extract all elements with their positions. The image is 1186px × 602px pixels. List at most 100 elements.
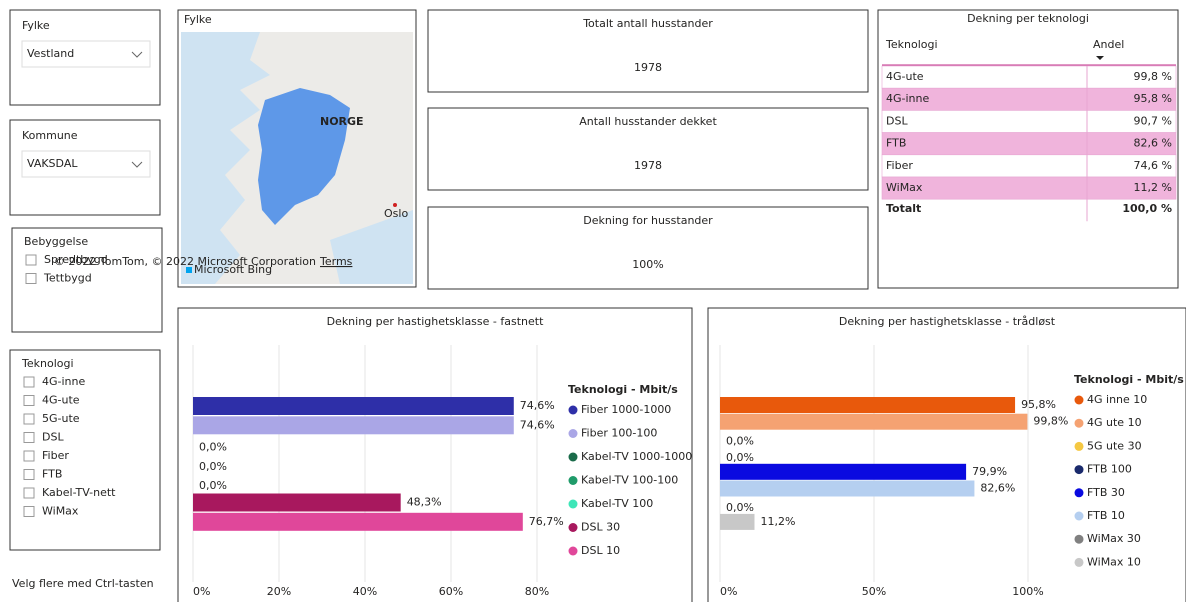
map-title: Fylke — [184, 13, 212, 26]
legend-marker[interactable] — [1075, 488, 1084, 497]
table-cell: Fiber — [886, 159, 913, 172]
data-label: 82,6% — [980, 482, 1015, 495]
legend-marker[interactable] — [1075, 558, 1084, 567]
dropdown-value: Vestland — [27, 47, 74, 60]
legend-label[interactable]: Fiber 100-100 — [581, 427, 657, 440]
data-label: 76,7% — [529, 515, 564, 528]
legend-label[interactable]: DSL 10 — [581, 544, 620, 557]
slicer-title: Bebyggelse — [24, 235, 88, 248]
card-value: 100% — [632, 258, 663, 271]
legend-marker[interactable] — [1075, 419, 1084, 428]
x-tick-label: 20% — [267, 585, 291, 598]
data-label: 11,2% — [760, 515, 795, 528]
legend-marker[interactable] — [1075, 465, 1084, 474]
legend-marker[interactable] — [1075, 396, 1084, 405]
legend-marker[interactable] — [569, 500, 578, 509]
data-label: 0,0% — [726, 434, 754, 447]
table-header[interactable]: Andel — [1093, 38, 1124, 51]
data-label: 0,0% — [199, 460, 227, 473]
map-label: Oslo — [384, 207, 408, 220]
data-label: 0,0% — [199, 441, 227, 454]
table-header: Teknologi — [885, 38, 938, 51]
checkbox[interactable] — [26, 274, 36, 284]
bar[interactable] — [720, 397, 1015, 413]
legend-marker[interactable] — [569, 547, 578, 556]
dashboard: FylkeVestlandKommuneVAKSDALBebyggelseSpr… — [0, 0, 1186, 602]
map-terms[interactable]: Terms — [319, 255, 353, 268]
checkbox-label: 4G-ute — [42, 394, 80, 407]
checkbox[interactable] — [24, 377, 34, 387]
table-total: 100,0 % — [1122, 202, 1172, 215]
legend-label[interactable]: 5G ute 30 — [1087, 439, 1142, 452]
legend-label[interactable]: FTB 100 — [1087, 463, 1132, 476]
legend-marker[interactable] — [569, 523, 578, 532]
legend-label[interactable]: Kabel-TV 100 — [581, 497, 653, 510]
checkbox[interactable] — [24, 470, 34, 480]
slicer-title: Kommune — [22, 129, 78, 142]
table-cell: 74,6 % — [1134, 159, 1172, 172]
data-label: 74,6% — [520, 418, 555, 431]
data-label: 74,6% — [520, 399, 555, 412]
x-tick-label: 100% — [1012, 585, 1043, 598]
chart-title: Dekning per hastighetsklasse - fastnett — [327, 315, 545, 328]
bar[interactable] — [720, 464, 966, 480]
table-row — [882, 66, 1176, 88]
checkbox[interactable] — [24, 488, 34, 498]
checkbox[interactable] — [24, 396, 34, 406]
legend-marker[interactable] — [1075, 512, 1084, 521]
legend-label[interactable]: FTB 10 — [1087, 509, 1125, 522]
bar[interactable] — [193, 416, 514, 434]
legend-label[interactable]: 4G inne 10 — [1087, 393, 1147, 406]
legend-marker[interactable] — [569, 453, 578, 462]
card-value: 1978 — [634, 159, 662, 172]
bar[interactable] — [193, 397, 514, 415]
legend-marker[interactable] — [569, 406, 578, 415]
table-total: Totalt — [886, 202, 921, 215]
table-cell: 95,8 % — [1134, 92, 1172, 105]
data-label: 0,0% — [199, 479, 227, 492]
checkbox[interactable] — [24, 414, 34, 424]
legend-label[interactable]: Kabel-TV 100-100 — [581, 474, 678, 487]
checkbox[interactable] — [24, 433, 34, 443]
checkbox[interactable] — [26, 255, 36, 265]
data-label: 95,8% — [1021, 398, 1056, 411]
legend-marker[interactable] — [1075, 442, 1084, 451]
data-label: 99,8% — [1033, 415, 1068, 428]
card-title: Totalt antall husstander — [582, 17, 713, 30]
legend-marker[interactable] — [1075, 535, 1084, 544]
data-label: 0,0% — [726, 451, 754, 464]
checkbox-label: 4G-inne — [42, 375, 85, 388]
bar[interactable] — [193, 494, 401, 512]
checkbox[interactable] — [24, 507, 34, 517]
bar[interactable] — [720, 414, 1027, 430]
table-cell: 4G-inne — [886, 92, 929, 105]
map-label: NORGE — [320, 115, 364, 128]
table-cell: 82,6 % — [1134, 137, 1172, 150]
legend-label[interactable]: FTB 30 — [1087, 486, 1125, 499]
map-attribution: © 2022 TomTom, © 2022 Microsoft Corporat… — [54, 255, 316, 268]
checkbox-label: FTB — [42, 468, 62, 481]
legend-label[interactable]: Kabel-TV 1000-1000 — [581, 450, 692, 463]
legend-label[interactable]: 4G ute 10 — [1087, 416, 1142, 429]
legend-label[interactable]: Fiber 1000-1000 — [581, 403, 671, 416]
legend-label[interactable]: DSL 30 — [581, 521, 620, 534]
legend-label[interactable]: WiMax 10 — [1087, 555, 1141, 568]
legend-marker[interactable] — [569, 429, 578, 438]
x-tick-label: 0% — [193, 585, 210, 598]
checkbox-label: Kabel-TV-nett — [42, 486, 116, 499]
legend-label[interactable]: WiMax 30 — [1087, 532, 1141, 545]
checkbox-label: Tettbygd — [43, 272, 92, 285]
checkbox-label: 5G-ute — [42, 412, 80, 425]
x-tick-label: 80% — [525, 585, 549, 598]
data-label: 79,9% — [972, 465, 1007, 478]
checkbox-label: WiMax — [42, 505, 79, 518]
checkbox[interactable] — [24, 451, 34, 461]
bar[interactable] — [193, 513, 523, 531]
map-provider: Microsoft Bing — [194, 263, 272, 276]
legend-marker[interactable] — [569, 476, 578, 485]
bar[interactable] — [720, 514, 754, 530]
hint: Velg flere med Ctrl-tasten — [12, 577, 154, 590]
table-cell: FTB — [886, 137, 906, 150]
bar[interactable] — [720, 481, 974, 497]
legend-title: Teknologi - Mbit/s — [568, 383, 678, 396]
